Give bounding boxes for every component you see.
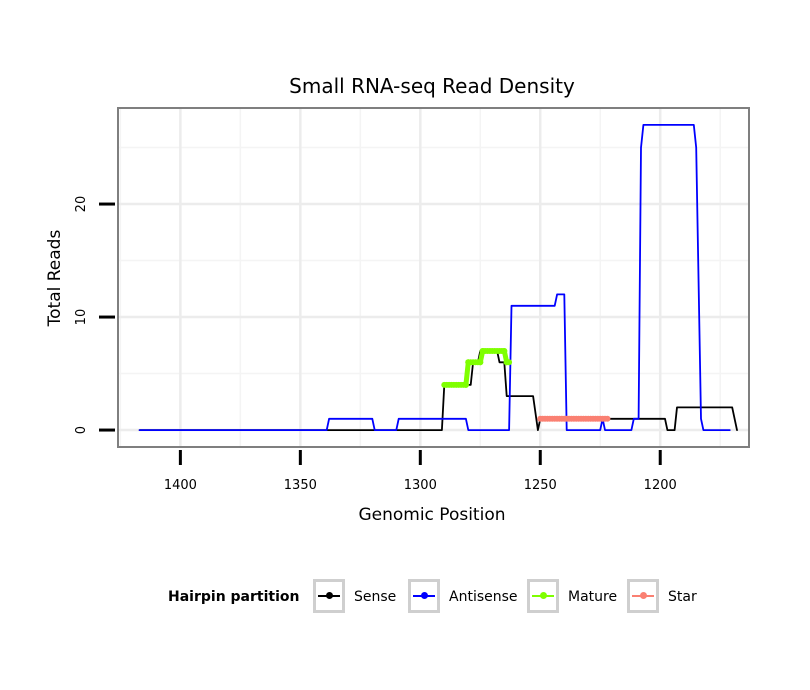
legend-label-star: Star — [668, 589, 697, 605]
legend-title: Hairpin partition — [168, 589, 300, 605]
series-point-mature — [501, 347, 508, 354]
legend-label-sense: Sense — [354, 589, 397, 605]
series-point-mature — [462, 381, 469, 388]
legend-key-mature — [527, 579, 559, 613]
series-point-mature — [506, 359, 513, 366]
legend-key-star — [627, 579, 659, 613]
y-tick-label: 0 — [74, 426, 89, 434]
legend-key-sense — [313, 579, 345, 613]
series-point-mature — [477, 359, 484, 366]
x-tick-label: 1350 — [284, 478, 317, 493]
x-tick-label: 1200 — [644, 478, 677, 493]
legend-label-mature: Mature — [568, 589, 618, 605]
x-tick-label: 1250 — [524, 478, 557, 493]
chart-title: Small RNA-seq Read Density — [289, 74, 575, 98]
series-line-sense — [138, 349, 738, 432]
y-tick-label: 10 — [74, 309, 89, 326]
x-tick-label: 1300 — [404, 478, 437, 493]
y-axis-title: Total Reads — [45, 230, 65, 328]
plot-panel — [118, 108, 749, 447]
y-tick-label: 20 — [74, 196, 89, 213]
x-tick-label: 1400 — [164, 478, 197, 493]
plot-border — [117, 107, 750, 448]
x-axis-title: Genomic Position — [358, 505, 505, 525]
legend-label-antisense: Antisense — [449, 589, 518, 605]
legend-key-antisense — [408, 579, 440, 613]
series-line-antisense — [138, 124, 731, 432]
series-point-star — [604, 415, 611, 422]
legend: Hairpin partition Sense Antisense Mature… — [0, 575, 810, 621]
